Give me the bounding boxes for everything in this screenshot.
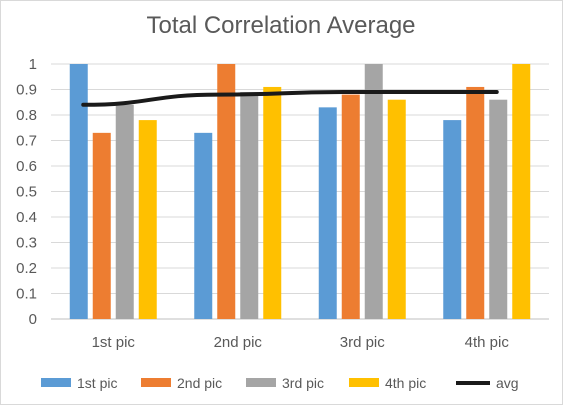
y-tick-label: 0.2 [16, 260, 37, 277]
y-tick-label: 0.1 [16, 286, 37, 303]
y-tick-label: 0.5 [16, 184, 37, 201]
x-category-label: 4th pic [465, 334, 510, 351]
bar-3rd-pic-1st-pic [115, 104, 134, 319]
y-axis-ticks: 0 0.1 0.2 0.3 0.4 0.5 0.6 0.7 0.8 0.9 1 [16, 56, 37, 328]
legend-swatch [41, 378, 71, 387]
bar-3rd-pic-3rd-pic [364, 64, 383, 319]
bar-1st-pic-3rd-pic [318, 107, 337, 319]
gridlines [51, 63, 549, 320]
legend-label: 1st pic [77, 375, 117, 391]
bar-4th-pic-4th-pic [512, 64, 531, 319]
legend-label: 2nd pic [177, 375, 222, 391]
bar-3rd-pic-2nd-pic [240, 92, 259, 319]
y-tick-label: 0.8 [16, 107, 37, 124]
bar-3rd-pic-4th-pic [489, 99, 508, 319]
bar-2nd-pic-4th-pic [466, 86, 485, 319]
x-category-label: 2nd pic [214, 334, 263, 351]
legend-swatch [246, 378, 276, 387]
bar-2nd-pic-2nd-pic [217, 64, 236, 319]
bar-1st-pic-2nd-pic [194, 132, 213, 319]
legend-swatch [349, 378, 379, 387]
chart-title: Total Correlation Average [146, 12, 415, 39]
x-category-label: 1st pic [92, 334, 136, 351]
y-tick-label: 0.3 [16, 235, 37, 252]
avg-line [81, 90, 499, 107]
legend: 1st pic 2nd pic 3rd pic 4th pic avg [41, 375, 519, 391]
legend-label: 3rd pic [282, 375, 324, 391]
bar-4th-pic-1st-pic [138, 120, 157, 319]
legend-label: avg [496, 375, 519, 391]
bar-1st-pic-4th-pic [443, 120, 462, 319]
x-axis-categories: 1st pic 2nd pic 3rd pic 4th pic [92, 334, 510, 351]
bar-4th-pic-2nd-pic [263, 86, 282, 319]
bar-1st-pic-1st-pic [69, 64, 88, 319]
y-tick-label: 0.9 [16, 82, 37, 99]
y-tick-label: 0.7 [16, 133, 37, 150]
legend-swatch [141, 378, 171, 387]
bars [69, 64, 531, 319]
y-tick-label: 0.4 [16, 209, 37, 226]
bar-4th-pic-3rd-pic [387, 99, 406, 319]
legend-label: 4th pic [385, 375, 426, 391]
y-tick-label: 0.6 [16, 158, 37, 175]
y-tick-label: 1 [29, 56, 37, 73]
bar-2nd-pic-3rd-pic [341, 94, 360, 319]
avg-line-layer [81, 90, 499, 107]
bar-2nd-pic-1st-pic [92, 132, 111, 319]
y-tick-label: 0 [29, 311, 37, 328]
x-category-label: 3rd pic [340, 334, 386, 351]
